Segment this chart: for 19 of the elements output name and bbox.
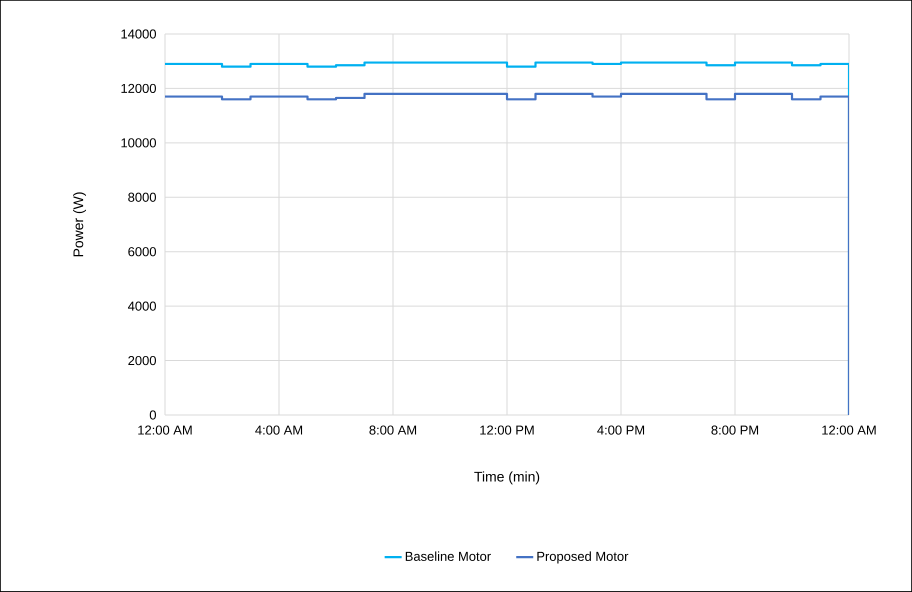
y-tick-label: 4000 — [128, 302, 156, 311]
y-tick-label: 10000 — [121, 138, 156, 148]
x-tick-label: 12:00 AM — [822, 426, 876, 435]
legend-label: Proposed Motor — [537, 551, 628, 564]
x-tick-label: 12:00 PM — [480, 426, 534, 435]
x-tick-label: 4:00 AM — [255, 426, 302, 435]
y-tick-label: 12000 — [121, 84, 156, 93]
y-axis-title: Power (W) — [73, 192, 86, 256]
y-tick-label: 14000 — [121, 29, 156, 39]
x-axis-title: Time (min) — [474, 471, 540, 484]
x-tick-label: 8:00 AM — [369, 426, 416, 435]
y-tick-label: 2000 — [128, 356, 156, 366]
x-tick-label: 12:00 AM — [138, 426, 192, 435]
y-tick-label: 6000 — [128, 247, 156, 256]
x-tick-label: 4:00 PM — [597, 426, 644, 435]
y-tick-label: 0 — [150, 410, 156, 420]
x-tick-label: 8:00 PM — [711, 426, 758, 435]
y-tick-label: 8000 — [128, 192, 156, 202]
legend-label: Baseline Motor — [406, 551, 491, 561]
